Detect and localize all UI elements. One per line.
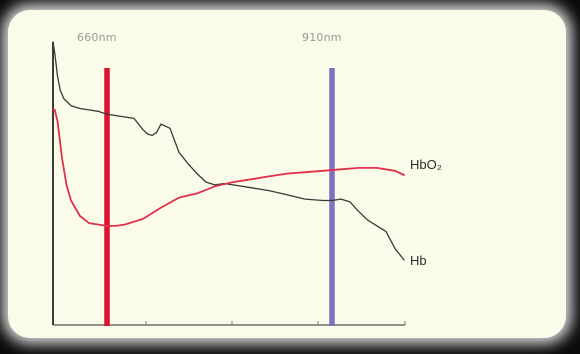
marker-label-660nm: 660nm — [77, 31, 117, 44]
marker-label-910nm: 910nm — [302, 31, 342, 44]
series-lines — [52, 41, 405, 261]
wavelength-markers: 660nm 910nm — [77, 31, 342, 326]
series-label-hb: Hb — [410, 253, 427, 268]
series-line-hbo2 — [52, 109, 405, 227]
series-labels: Hb HbO₂ — [410, 157, 442, 268]
axes — [52, 42, 406, 326]
series-line-hb — [52, 41, 405, 261]
series-label-hbo2: HbO₂ — [410, 157, 442, 172]
x-ticks — [145, 321, 406, 325]
